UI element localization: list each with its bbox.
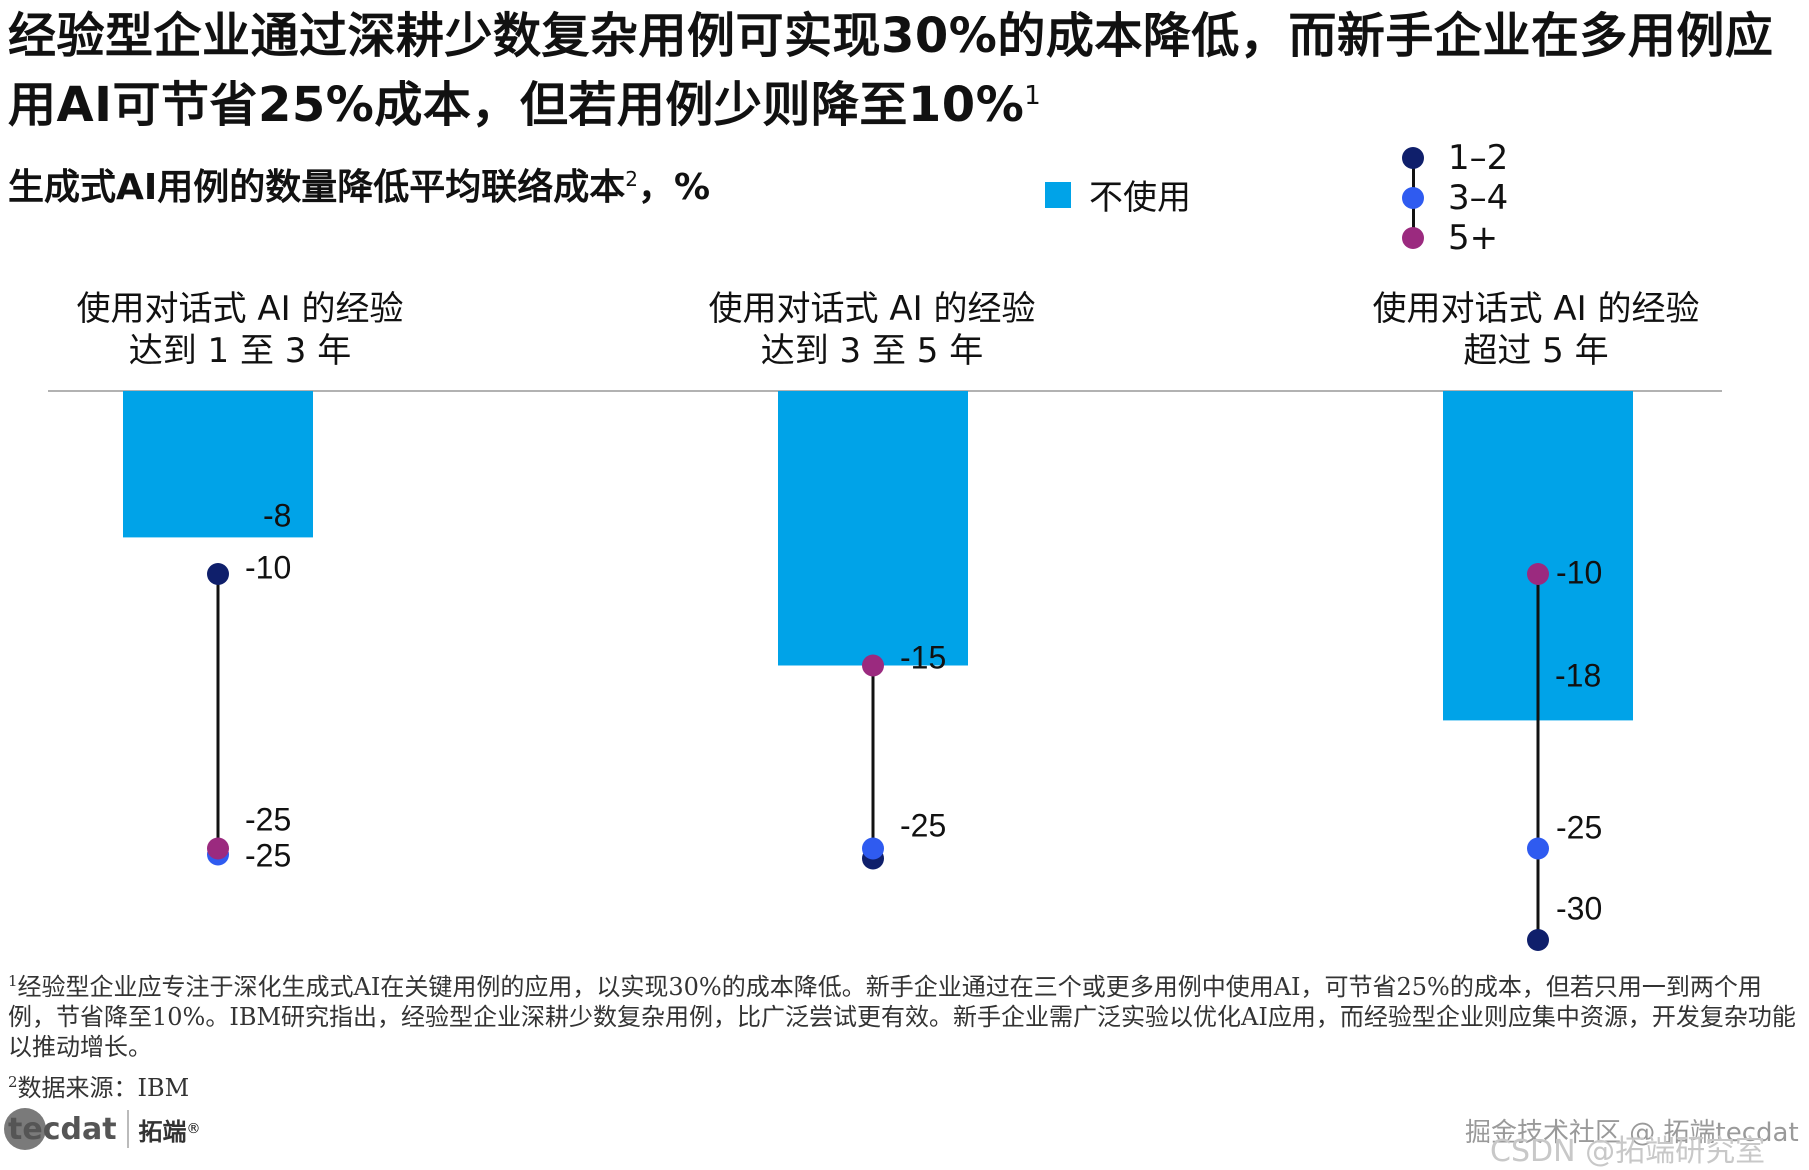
dot-label-g3-b: -25 bbox=[1556, 809, 1602, 845]
dot-label-g1-c: -25 bbox=[245, 837, 291, 873]
legend-bar-label: 不使用 bbox=[1089, 178, 1191, 218]
subtitle-footnote-ref: 2 bbox=[625, 167, 638, 191]
dot-group2-3-4 bbox=[862, 837, 884, 860]
dot-label-g1-b: -25 bbox=[245, 801, 291, 837]
dot-group2-5- bbox=[862, 654, 884, 677]
brand-logo: tecdat 拓端 ® bbox=[4, 1108, 201, 1150]
legend-label-3-4: 3–4 bbox=[1448, 178, 1509, 218]
category-label-3: 使用对话式 AI 的经验 超过 5 年 bbox=[1372, 289, 1700, 371]
dot-group3-1-2 bbox=[1527, 929, 1549, 951]
logo-separator bbox=[126, 1110, 129, 1148]
legend-dot-1-2 bbox=[1402, 147, 1424, 169]
watermark: 掘金技术社区 @ 拓端tecdat bbox=[1465, 1118, 1799, 1148]
bar-label-1: -8 bbox=[263, 497, 291, 533]
dot-label-g3-c: -30 bbox=[1556, 890, 1602, 926]
chart-subtitle: 生成式AI用例的数量降低平均联络成本2，% bbox=[8, 167, 711, 208]
legend-label-5-plus: 5+ bbox=[1448, 218, 1499, 258]
dot-label-g2-a: -25 bbox=[900, 807, 946, 843]
legend-dot-3-4 bbox=[1402, 187, 1424, 209]
legend-label-1-2: 1–2 bbox=[1448, 138, 1509, 178]
category-label-1: 使用对话式 AI 的经验 达到 1 至 3 年 bbox=[76, 289, 404, 371]
legend-bar-swatch bbox=[1045, 181, 1071, 208]
dot-group3-3-4 bbox=[1527, 837, 1549, 860]
dot-label-g3-a: -10 bbox=[1556, 554, 1602, 590]
bar-label-2: -15 bbox=[900, 639, 946, 675]
footnote-source: 2数据来源：IBM bbox=[8, 1073, 190, 1102]
dot-group1-5- bbox=[207, 837, 229, 860]
legend-dot-5-plus bbox=[1402, 227, 1424, 249]
category-label-2: 使用对话式 AI 的经验 达到 3 至 5 年 bbox=[708, 289, 1036, 371]
bar-2 bbox=[778, 391, 968, 666]
legend-dots: 1–2 3–4 5+ bbox=[1400, 138, 1640, 258]
dot-group3-5- bbox=[1527, 563, 1549, 585]
bar-label-3: -18 bbox=[1555, 657, 1601, 693]
dot-group1-1-2 bbox=[207, 563, 229, 585]
footnote-1: 1经验型企业应专注于深化生成式AI在关键用例的应用，以实现30%的成本降低。新手… bbox=[8, 972, 1796, 1061]
legend-bar-item: 不使用 bbox=[1045, 170, 1191, 219]
page-title: 经验型企业通过深耕少数复杂用例可实现30%的成本降低，而新手企业在多用例应用AI… bbox=[8, 8, 1774, 133]
dot-label-g1-a: -10 bbox=[245, 549, 291, 585]
logo-circle-icon bbox=[4, 1108, 46, 1150]
title-footnote-ref: 1 bbox=[1024, 81, 1042, 111]
bar-1 bbox=[123, 391, 313, 538]
watermark-csdn: CSDN @拓端研究室 bbox=[1490, 1134, 1766, 1169]
